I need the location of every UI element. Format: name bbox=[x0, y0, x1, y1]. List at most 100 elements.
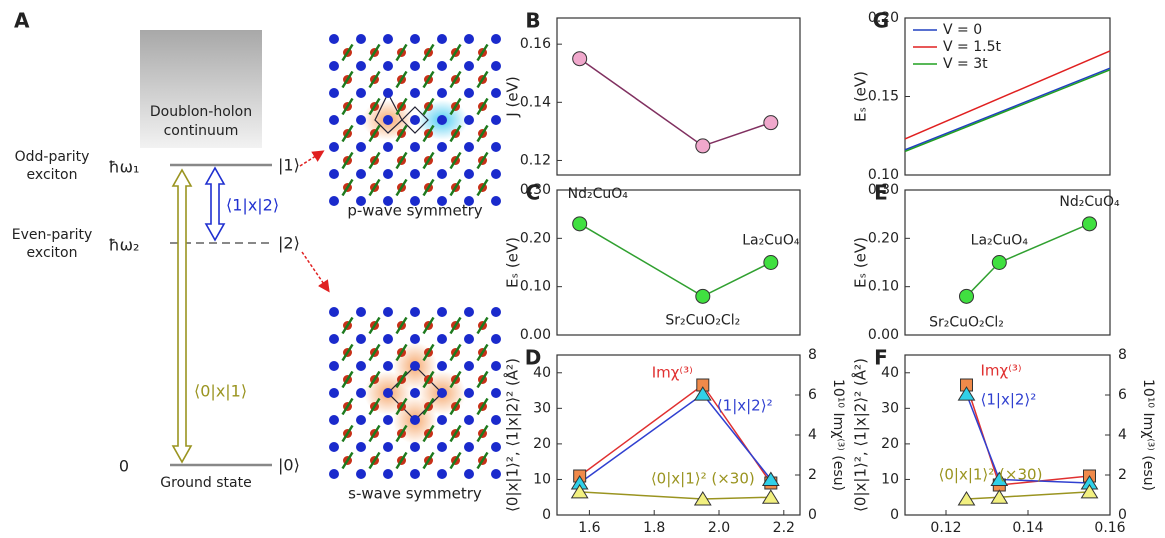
oxygen-atom bbox=[464, 361, 474, 371]
series-line bbox=[904, 69, 1111, 153]
oxygen-atom bbox=[329, 169, 339, 179]
level-name: exciton bbox=[27, 167, 78, 183]
oxygen-atom bbox=[410, 169, 420, 179]
oxygen-atom bbox=[410, 196, 420, 206]
spin-arrow bbox=[368, 97, 381, 116]
oxygen-atom bbox=[491, 61, 501, 71]
spin-arrow bbox=[368, 124, 381, 143]
spin-arrow bbox=[395, 97, 408, 116]
spin-arrow bbox=[476, 43, 489, 62]
oxygen-atom bbox=[410, 142, 420, 152]
y-axis-label: Eₛ (eV) bbox=[504, 237, 522, 288]
oxygen-atom bbox=[491, 142, 501, 152]
oxygen-atom bbox=[464, 142, 474, 152]
y2-tick-label: 0 bbox=[808, 507, 817, 523]
oxygen-atom bbox=[356, 196, 366, 206]
oxygen-atom bbox=[437, 469, 447, 479]
oxygen-atom bbox=[437, 334, 447, 344]
spin-arrow bbox=[449, 151, 462, 170]
continuum-box bbox=[140, 30, 262, 148]
y-tick-label: 0.20 bbox=[520, 230, 551, 246]
x-axis-label: J (eV) bbox=[986, 536, 1027, 538]
olive-arrow bbox=[171, 168, 193, 464]
oxygen-atom bbox=[356, 169, 366, 179]
pointer-arrow bbox=[301, 251, 330, 293]
oxygen-atom bbox=[383, 196, 393, 206]
oxygen-atom bbox=[383, 88, 393, 98]
spin-arrow bbox=[368, 343, 381, 362]
continuum-label: continuum bbox=[164, 123, 239, 139]
level-energy: 0 bbox=[119, 457, 129, 476]
plot-frame bbox=[904, 189, 1111, 336]
oxygen-atom bbox=[491, 469, 501, 479]
continuum-label: Doublon-holon bbox=[150, 104, 252, 120]
series-line bbox=[579, 491, 771, 500]
y-tick-label: 40 bbox=[533, 365, 551, 381]
marker bbox=[761, 489, 780, 504]
blue-arrow bbox=[204, 166, 226, 242]
panel-letter: D bbox=[525, 346, 542, 370]
marker bbox=[761, 471, 780, 486]
x-tick-label: 1.8 bbox=[643, 520, 665, 536]
oxygen-atom bbox=[329, 388, 339, 398]
panel-letter: E bbox=[874, 181, 888, 205]
marker bbox=[572, 51, 588, 67]
oxygen-atom bbox=[356, 361, 366, 371]
point-label: Nd₂CuO₄ bbox=[1059, 194, 1120, 210]
spin-arrow bbox=[449, 178, 462, 197]
spin-arrow bbox=[476, 151, 489, 170]
y-tick-label: 0.20 bbox=[868, 230, 899, 246]
y2-tick-label: 4 bbox=[1118, 427, 1127, 443]
oxygen-atom bbox=[410, 415, 420, 425]
oxygen-atom bbox=[356, 88, 366, 98]
y-tick-label: 40 bbox=[881, 365, 899, 381]
oxygen-atom bbox=[464, 415, 474, 425]
marker bbox=[990, 489, 1009, 504]
marker bbox=[695, 138, 711, 154]
oxygen-atom bbox=[329, 334, 339, 344]
oxygen-atom bbox=[437, 415, 447, 425]
y2-tick-label: 2 bbox=[1118, 467, 1127, 483]
x-tick-label: 1.6 bbox=[578, 520, 600, 536]
spin-arrow bbox=[449, 397, 462, 416]
marker bbox=[957, 386, 976, 401]
oxygen-atom bbox=[410, 469, 420, 479]
y-tick-label: 0.20 bbox=[868, 10, 899, 26]
spin-arrow bbox=[422, 343, 435, 362]
oxygen-atom bbox=[464, 34, 474, 44]
spin-arrow bbox=[476, 424, 489, 443]
spin-arrow bbox=[395, 43, 408, 62]
marker bbox=[1082, 216, 1097, 232]
panel-letter: B bbox=[525, 9, 540, 33]
legend-label: V = 0 bbox=[943, 22, 982, 38]
x-tick-label: 2.0 bbox=[708, 520, 730, 536]
series-line bbox=[904, 50, 1111, 140]
marker bbox=[763, 115, 779, 131]
spin-arrow bbox=[341, 43, 354, 62]
spin-arrow bbox=[422, 43, 435, 62]
plot-frame bbox=[904, 17, 1111, 176]
y-tick-label: 0.12 bbox=[520, 152, 551, 168]
spin-arrow bbox=[341, 343, 354, 362]
y2-tick-label: 0 bbox=[1118, 507, 1127, 523]
oxygen-atom bbox=[383, 307, 393, 317]
y-tick-label: 0.30 bbox=[520, 182, 551, 198]
oxygen-atom bbox=[356, 442, 366, 452]
series-label: ⟨1|x|2⟩² bbox=[717, 397, 773, 415]
y-tick-label: 10 bbox=[533, 471, 551, 487]
marker bbox=[572, 216, 588, 232]
marker bbox=[693, 491, 712, 506]
oxygen-atom bbox=[329, 361, 339, 371]
x-tick-label: 0.14 bbox=[1012, 520, 1043, 536]
marker bbox=[1080, 483, 1099, 499]
transition-label: ⟨0|x|1⟩ bbox=[194, 382, 247, 401]
panel-letter: C bbox=[526, 181, 541, 205]
series-label: ⟨0|x|1⟩² (×30) bbox=[939, 466, 1043, 484]
y-tick-label: 0.30 bbox=[868, 182, 899, 198]
oxygen-atom bbox=[329, 469, 339, 479]
spin-arrow bbox=[449, 70, 462, 89]
x-axis-label: ħω₁ (eV) bbox=[646, 536, 711, 538]
level-energy: ħω₁ bbox=[109, 158, 140, 177]
oxygen-atom bbox=[329, 115, 339, 125]
